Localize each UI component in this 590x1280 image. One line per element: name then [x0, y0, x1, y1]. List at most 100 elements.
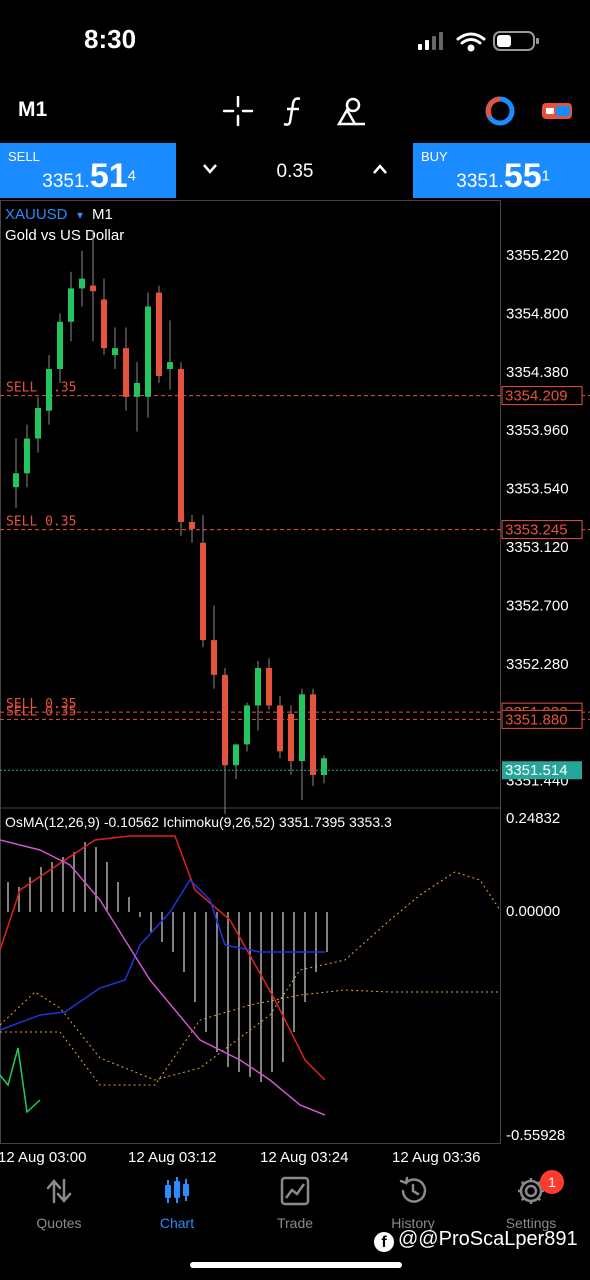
gear-icon	[518, 1178, 544, 1204]
sell-price-big: 51	[89, 157, 128, 195]
candle-body	[189, 521, 195, 529]
price-label: 3354.380	[506, 364, 569, 381]
candle-body	[233, 744, 239, 766]
bid-line: 3351.514	[0, 761, 582, 780]
osma-axis-top: 0.24832	[506, 810, 560, 827]
bid-price-box	[502, 761, 582, 780]
facebook-icon: f	[374, 1232, 394, 1252]
price-label: 3353.540	[506, 481, 569, 498]
buy-price-main: 3351.	[456, 171, 504, 192]
chart-frame	[0, 200, 501, 1144]
chevron-up-icon[interactable]	[372, 163, 388, 175]
osma-axis-bottom: -0.55928	[506, 1127, 565, 1144]
nav-chart-label: Chart	[159, 1215, 195, 1231]
indicators-icon[interactable]	[278, 96, 312, 126]
buy-button[interactable]: BUY 3351.551	[413, 143, 590, 198]
order-price: 3351.880	[505, 711, 568, 728]
nav-history[interactable]: History	[354, 1176, 472, 1231]
order-price: 3353.245	[505, 522, 568, 539]
watermark-text: @@ProScaLper891	[398, 1228, 578, 1250]
trade-panel-icon[interactable]	[540, 96, 574, 126]
trade-icon	[280, 1176, 310, 1206]
chevron-down-icon[interactable]	[202, 163, 218, 175]
settings-badge: 1	[540, 1170, 564, 1194]
order-label[interactable]: SELL 0.35	[6, 704, 76, 719]
sell-price: 3351.514	[42, 157, 136, 196]
candle-body	[211, 640, 217, 675]
nav-trade[interactable]: Trade	[236, 1176, 354, 1231]
candle-body	[35, 407, 41, 439]
nav-chart[interactable]: Chart	[118, 1176, 236, 1231]
candle-body	[123, 348, 129, 397]
price-label: 3354.800	[506, 305, 569, 322]
price-label: 3352.280	[506, 656, 569, 673]
chart-description: Gold vs US Dollar	[5, 227, 124, 244]
candle-body	[57, 321, 63, 370]
chart-timeframe: M1	[92, 206, 113, 223]
battery-icon	[493, 31, 539, 51]
nav-quotes-label: Quotes	[36, 1215, 82, 1231]
symbol-caret[interactable]: ▾	[77, 208, 83, 222]
order-lines: SELL 0.35 3354.209 SELL 0.35 3353.245 SELL 0…	[0, 381, 590, 729]
buy-price: 3351.551	[456, 157, 550, 196]
quotes-icon	[46, 1178, 72, 1204]
chart-icon	[165, 1177, 189, 1203]
candle-body	[101, 299, 107, 349]
ichimoku-cloud	[0, 871, 501, 1086]
nav-history-label: History	[391, 1215, 435, 1231]
candle-body	[299, 694, 305, 762]
kijun-line	[0, 835, 326, 1081]
tenkan-line	[0, 878, 325, 1031]
order-price-box	[501, 520, 583, 540]
candle-body	[167, 362, 173, 370]
candle-body	[112, 348, 118, 356]
candle-body	[310, 694, 316, 775]
nav-settings[interactable]: Settings	[472, 1176, 590, 1231]
candle-body	[79, 278, 85, 289]
order-label[interactable]: SELL 0.35	[6, 515, 76, 530]
candle-body	[134, 382, 140, 397]
order-label[interactable]: SELL 0.35	[6, 697, 76, 712]
nav-quotes[interactable]: Quotes	[0, 1176, 118, 1231]
indicator-title: OsMA(12,26,9) -0.10562 Ichimoku(9,26,52)…	[5, 814, 392, 830]
osma-axis-zero: 0.00000	[506, 903, 560, 920]
chart-symbol: XAUUSD	[5, 206, 68, 223]
senkou-span-b	[0, 989, 500, 1086]
status-time: 8:30	[84, 24, 137, 54]
order-price-box	[501, 386, 583, 406]
candle-body	[200, 542, 206, 641]
order-price: 3354.209	[505, 388, 568, 405]
order-label[interactable]: SELL 0.35	[6, 381, 76, 396]
candle-body	[68, 288, 74, 322]
time-label-4: 12 Aug 03:36	[392, 1149, 480, 1166]
bid-price-label: 3351.514	[505, 762, 568, 779]
time-label-2: 12 Aug 03:12	[128, 1149, 216, 1166]
candle-body	[255, 667, 261, 706]
one-click-trading-icon[interactable]	[484, 96, 518, 126]
candle-body	[222, 674, 228, 766]
nav-settings-label: Settings	[505, 1215, 557, 1231]
candle-body	[156, 292, 162, 376]
lot-selector: 0.35	[178, 143, 412, 198]
sell-button[interactable]: SELL 3351.514	[0, 143, 176, 198]
candle-body	[13, 473, 19, 488]
candle-body	[244, 705, 250, 745]
buy-price-sup: 1	[541, 167, 550, 185]
candle-body	[46, 369, 52, 411]
candle-body	[277, 705, 283, 752]
timeframe-button[interactable]: M1	[18, 98, 48, 121]
lot-value[interactable]: 0.35	[276, 161, 314, 182]
chikou-line	[0, 839, 326, 1116]
price-label: 3352.700	[506, 597, 569, 614]
objects-icon[interactable]	[335, 96, 369, 126]
candle-body	[145, 306, 151, 397]
signal-icon	[418, 32, 443, 50]
wifi-icon	[456, 32, 486, 52]
price-label: 3355.220	[506, 247, 569, 264]
osma-histogram	[7, 842, 328, 1082]
sell-price-sup: 4	[127, 167, 136, 185]
price-chart[interactable]: XAUUSD ▾ M1 Gold vs US Dollar 3355.220 33…	[0, 200, 590, 1170]
signal-line	[0, 1047, 41, 1114]
crosshair-icon[interactable]	[221, 96, 255, 126]
status-icons	[418, 31, 539, 52]
